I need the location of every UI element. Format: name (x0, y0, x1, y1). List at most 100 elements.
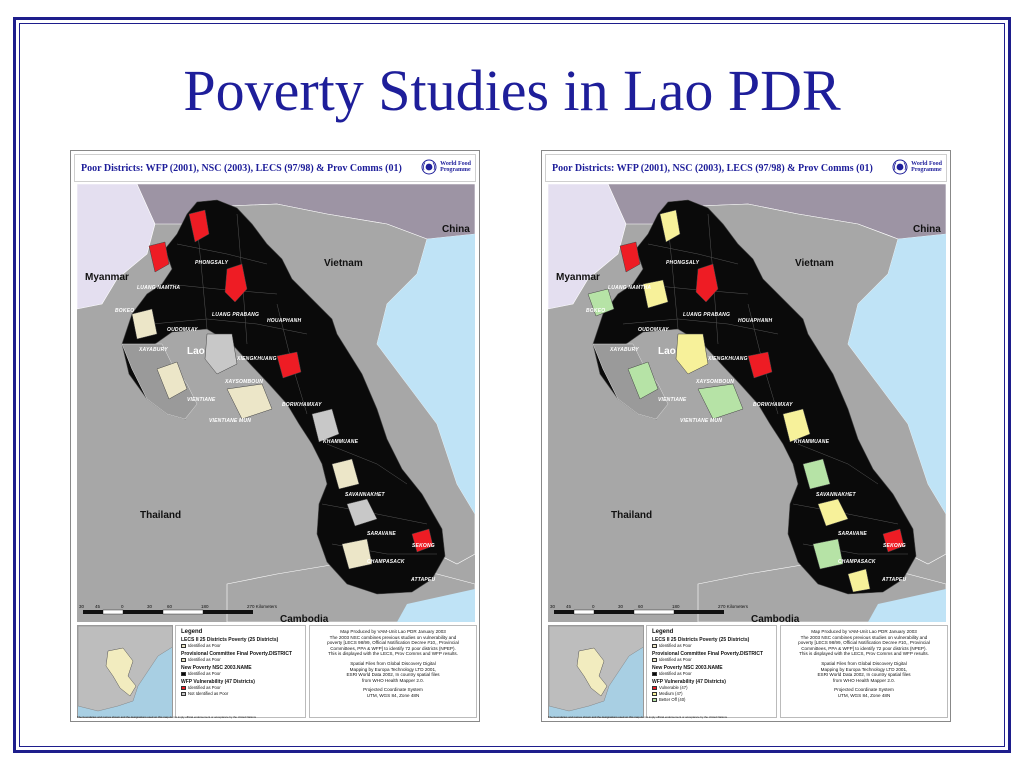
wfp-logo-text: World Food Programme (911, 161, 942, 174)
borikhamxay-district (782, 408, 811, 443)
credits-line: Projected Coordinate System (834, 687, 894, 693)
province-label-saravane: SARAVANE (367, 531, 396, 537)
credits-line: ESRI World Data 2002, In country spatial… (817, 672, 911, 678)
map-panel-right: Poor Districts: WFP (2001), NSC (2003), … (541, 150, 951, 722)
province-label-luang-prabang: LUANG PRABANG (212, 312, 260, 318)
savannakhet-south-district (346, 498, 378, 527)
xayabury-south-district (627, 361, 659, 400)
province-label-oudomxay: OUDOMXAY (167, 327, 198, 333)
province-label-xaysomboun: XAYSOMBOUN (225, 379, 264, 385)
province-label-oudomxay: OUDOMXAY (638, 327, 669, 333)
map-canvas: 30 45 0 30 60 180 270 Kilometers (77, 184, 475, 622)
country-label-china: China (913, 224, 941, 235)
province-label-attapeu: ATTAPEU (411, 577, 436, 583)
credits-line: Mapping by Europa Technology LTD 2001, (820, 666, 908, 672)
credits-line: The 2003 NSC combines previous studies o… (329, 634, 457, 640)
legend-swatch (181, 686, 186, 690)
scale-tick-label: 180 (201, 604, 209, 609)
scale-tick-label: 30 (618, 604, 624, 609)
legend-section-heading: Provisional Committee Final Poverty.DIST… (652, 651, 764, 657)
sekong-district (882, 528, 905, 553)
map-disclaimer: The boundaries and names shown and the d… (548, 715, 728, 719)
scale-bar (83, 609, 253, 615)
province-label-luang-prabang: LUANG PRABANG (683, 312, 731, 318)
credits-line: Committees, PPA & WFP] to identify 72 po… (801, 645, 927, 651)
country-label-china: China (442, 224, 470, 235)
legend-item: Better Off (40) (652, 697, 771, 703)
wfp-logo: World Food Programme (892, 159, 942, 175)
credits-line: poverty [LECS 98/99, Official Notificati… (798, 640, 930, 646)
scale-bar (554, 609, 724, 615)
wfp-wreath-icon (892, 159, 908, 175)
country-label-cambodia: Cambodia (280, 614, 329, 622)
map-canvas: 30 45 0 30 60 180 270 Kilometers (548, 184, 946, 622)
province-label-vientiane-mun: VIENTIANE MUN (680, 418, 723, 424)
map-disclaimer: The boundaries and names shown and the d… (77, 715, 257, 719)
district-overlays (131, 209, 434, 570)
country-label-vietnam: Vietnam (795, 258, 834, 269)
scale-tick-label: 60 (167, 604, 173, 609)
credits-line: Committees, PPA & WFP] to identify 72 po… (330, 645, 456, 651)
legend-sections: LECS II 25 Districts Poverty (25 Distric… (652, 637, 771, 703)
legend-section-heading: WFP Vulnerability (47 Districts) (181, 679, 255, 685)
sekong-district (411, 528, 434, 553)
credits-line: Map Produced by VAM-Unit Lao PDR January… (811, 629, 917, 634)
legend-inset-map (77, 625, 173, 718)
luang-prabang-district (695, 263, 719, 303)
province-label-luang-namtha: LUANG NAMTHA (608, 285, 652, 291)
credits-line: This is displayed with the LECS, Prov Co… (328, 651, 458, 657)
credits-line: UTM, WGS 84, Zone 48N (837, 692, 891, 698)
legend-item: Vulnerable (47) (652, 685, 771, 691)
savannakhet-west-district (802, 458, 831, 490)
legend-item-label: Identified as Poor (659, 671, 692, 676)
legend-section-heading: LECS II 25 Districts Poverty (25 Distric… (181, 637, 279, 643)
credits-line: The 2003 NSC combines previous studies o… (800, 634, 928, 640)
district-borders (622, 213, 908, 555)
province-label-savannakhet: SAVANNAKHET (345, 492, 385, 498)
scale-tick-label: 30 (79, 604, 85, 609)
vientiane-district (697, 383, 744, 420)
legend-item-label: Identified as Poor (188, 671, 221, 676)
legend-item: Identified as Poor (181, 657, 300, 663)
credits-box: Map Produced by VAM-Unit Lao PDR January… (309, 625, 477, 718)
legend-item: Identified as Poor (652, 657, 771, 663)
legend-item-label: Identified as Poor (659, 657, 692, 662)
province-label-bokeo: BOKEO (586, 308, 606, 314)
province-label-attapeu: ATTAPEU (882, 577, 907, 583)
slide-border-inner (19, 23, 1005, 747)
phongsaly-north-district (659, 209, 681, 243)
legend-item-label: Identified as Poor (659, 643, 692, 648)
luang-prabang-district (224, 263, 248, 303)
legend-section-heading: LECS II 25 Districts Poverty (25 Distric… (652, 637, 750, 643)
credits-line: Projected Coordinate System (363, 687, 423, 693)
province-label-borikhamxay: BORIKHAMXAY (282, 402, 322, 408)
map-panel-left: Poor Districts: WFP (2001), NSC (2003), … (70, 150, 480, 722)
legend-title: Legend (652, 629, 674, 635)
inset-map-canvas (78, 626, 172, 717)
borikhamxay-district (311, 408, 340, 443)
xiengkhuang-east-district (747, 351, 773, 379)
legend-swatch (652, 692, 657, 696)
credits-line: ESRI World Data 2002, In country spatial… (346, 672, 440, 678)
bokeo-district (587, 288, 615, 317)
legend-item: Identified as Poor (652, 671, 771, 677)
xayabury-south-district (156, 361, 188, 400)
province-label-phongsaly: PHONGSALY (666, 260, 700, 266)
legend-item-label: Identified as Poor (188, 657, 221, 662)
map-title: Poor Districts: WFP (2001), NSC (2003), … (81, 163, 402, 174)
gulf-region (868, 589, 946, 622)
legend-item: Medium (47) (652, 691, 771, 697)
xiengkhuang-east-district (276, 351, 302, 379)
country-label-thailand: Thailand (140, 510, 182, 521)
legend-swatch (652, 644, 657, 648)
legend-item: Identified as Poor (181, 685, 300, 691)
wfp-logo-line1: World Food (911, 160, 942, 167)
district-overlays (587, 209, 905, 593)
map-header: Poor Districts: WFP (2001), NSC (2003), … (74, 154, 476, 182)
province-label-phongsaly: PHONGSALY (195, 260, 229, 266)
legend-section-heading: Provisional Committee Final Poverty.DIST… (181, 651, 293, 657)
savannakhet-west-district (331, 458, 360, 490)
legend-swatch (652, 698, 657, 702)
scale-tick-label: 60 (638, 604, 644, 609)
credits-line: UTM, WGS 84, Zone 48N (366, 692, 420, 698)
